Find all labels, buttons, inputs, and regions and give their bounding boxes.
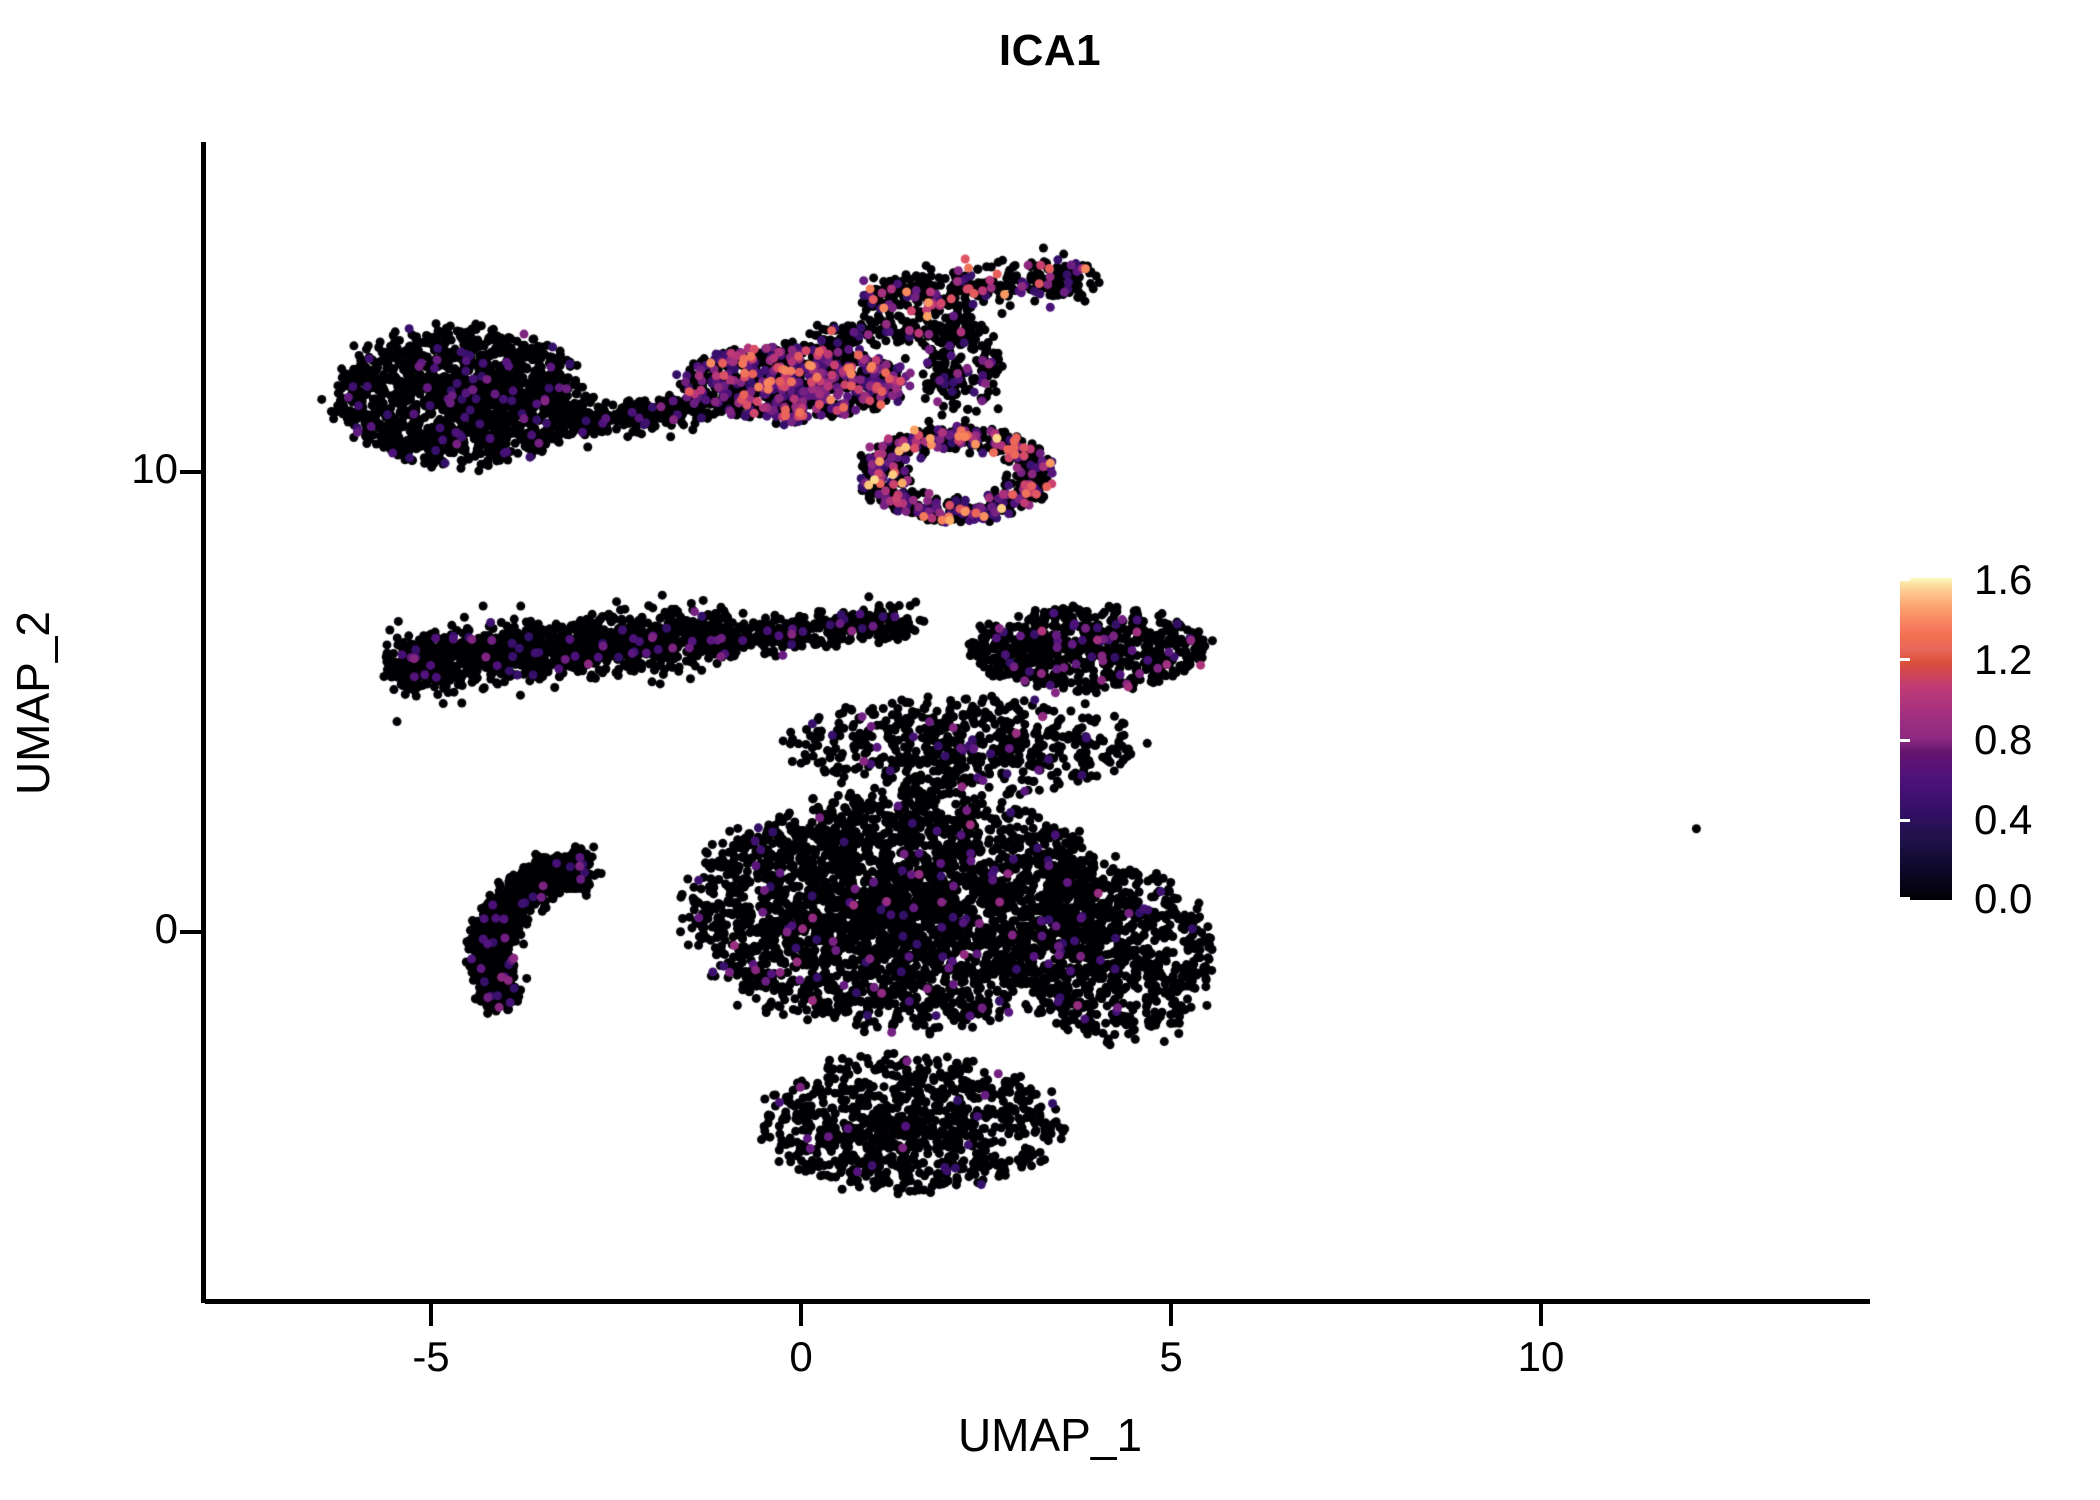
x-tick-mark-0 [799, 1304, 803, 1326]
y-tick-label-10: 10 [131, 445, 178, 492]
x-tick-mark-m5 [429, 1304, 433, 1326]
x-tick-label-0: 0 [789, 1333, 813, 1380]
colorbar-label-1.2: 1.2 [1974, 636, 2033, 683]
x-tick-label-10: 10 [1517, 1333, 1565, 1380]
x-tick-mark-5 [1169, 1304, 1173, 1326]
colorbar-tick-0.8-right [1890, 739, 1900, 742]
y-tick-label-0: 0 [154, 905, 178, 952]
x-tick-label-m5: -5 [412, 1333, 450, 1380]
colorbar-tick-0.4-left [1900, 819, 1910, 822]
x-axis-line [205, 1299, 1870, 1304]
colorbar-label-0.4: 0.4 [1974, 796, 2033, 843]
x-axis-title: UMAP_1 [957, 1409, 1143, 1461]
scatter-panel [205, 142, 1870, 1302]
colorbar-tick-0.0-left [1900, 897, 1910, 900]
colorbar-tick-1.6-right [1890, 578, 1900, 581]
y-axis-title: UMAP_2 [7, 610, 59, 796]
scatter-plot-canvas [205, 142, 1870, 1302]
page-title: ICA1 [998, 26, 1102, 75]
colorbar-tick-1.2-right [1890, 658, 1900, 661]
y-tick-mark-0 [180, 930, 202, 934]
colorbar-tick-0.4-right [1890, 819, 1900, 822]
colorbar-tick-1.2-left [1900, 658, 1910, 661]
y-tick-mark-10 [180, 470, 202, 474]
colorbar-tick-1.6-left [1900, 578, 1910, 581]
colorbar-label-0.0: 0.0 [1974, 875, 2033, 922]
colorbar-label-1.6: 1.6 [1974, 556, 2033, 603]
x-tick-mark-10 [1539, 1304, 1543, 1326]
x-tick-label-5: 5 [1159, 1333, 1183, 1380]
colorbar-tick-0.0-right [1890, 897, 1900, 900]
y-axis-line [201, 142, 206, 1303]
colorbar-label-0.8: 0.8 [1974, 716, 2033, 763]
colorbar-tick-0.8-left [1900, 739, 1910, 742]
